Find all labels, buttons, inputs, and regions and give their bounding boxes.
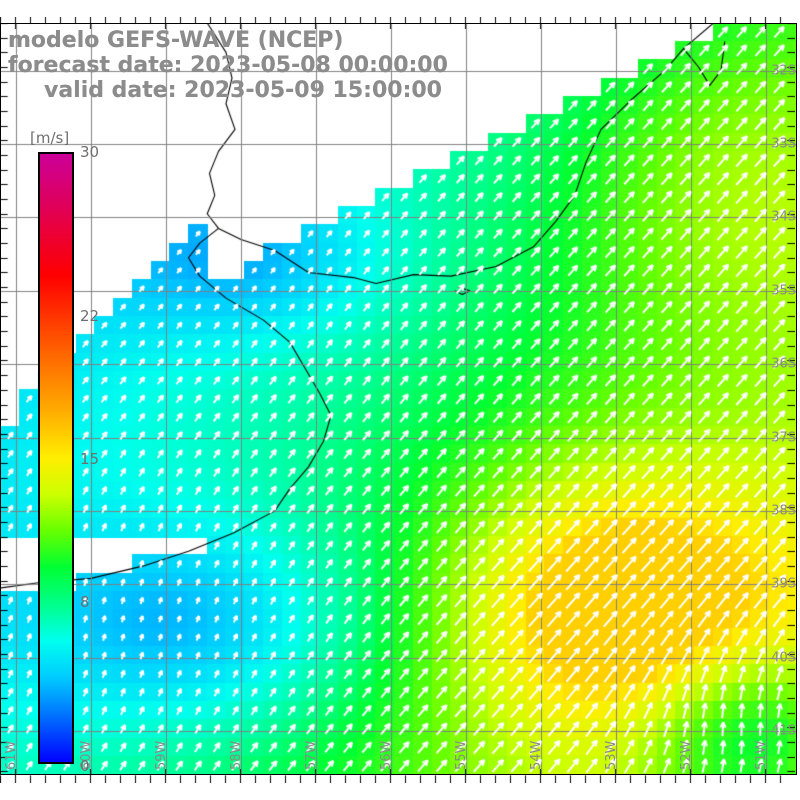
lon-label-56w: 56W (379, 740, 394, 770)
axis-right-ticks (781, 23, 795, 775)
lat-label-39s: 39S (771, 576, 796, 592)
colorbar-gradient (38, 152, 74, 764)
wind-vector-arrows (1, 23, 796, 775)
lon-label-58w: 58W (229, 740, 244, 770)
lon-label-55w: 55W (454, 740, 469, 770)
colorbar-tick-8: 8 (80, 593, 90, 612)
lat-label-40s: 40S (771, 650, 796, 666)
lon-label-54w: 54W (529, 740, 544, 770)
lon-label-61w: 61W (4, 740, 19, 770)
lon-label-57w: 57W (304, 740, 319, 770)
colorbar-tick-30: 30 (80, 143, 100, 161)
axis-bottom-ticks (0, 769, 800, 783)
lat-label-34s: 34S (771, 209, 796, 225)
colorbar-tick-22: 22 (80, 306, 100, 325)
lat-label-38s: 38S (771, 503, 796, 519)
lon-label-51w: 51W (754, 740, 769, 770)
map-plot-area[interactable] (0, 23, 797, 775)
axis-top-ticks (0, 17, 800, 29)
lat-label-33s: 33S (771, 136, 796, 152)
lat-label-41s: 41S (771, 723, 796, 739)
colorbar-unit-label: [m/s] (30, 129, 70, 147)
lon-label-59w: 59W (154, 740, 169, 770)
lat-label-36s: 36S (771, 356, 796, 372)
colorbar[interactable] (38, 152, 76, 766)
axis-left-ticks (0, 23, 14, 775)
lat-label-32s: 32S (771, 63, 796, 79)
lon-label-53w: 53W (604, 740, 619, 770)
colorbar-tick-15: 15 (80, 450, 100, 468)
lon-label-52w: 52W (679, 740, 694, 770)
colorbar-tick-0: 0 (80, 757, 90, 775)
lat-label-35s: 35S (771, 283, 796, 299)
lat-label-37s: 37S (771, 430, 796, 446)
